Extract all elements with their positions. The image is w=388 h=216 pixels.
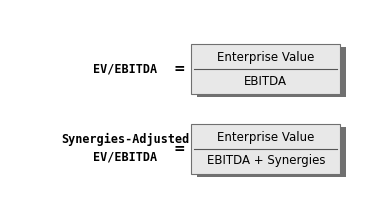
Text: Synergies-Adjusted: Synergies-Adjusted xyxy=(61,132,189,146)
Bar xyxy=(197,127,346,177)
Text: Enterprise Value: Enterprise Value xyxy=(217,51,314,64)
Text: EV/EBITDA: EV/EBITDA xyxy=(93,63,157,76)
Bar xyxy=(191,44,340,94)
Text: =: = xyxy=(173,142,185,156)
Text: EBITDA + Synergies: EBITDA + Synergies xyxy=(206,154,325,167)
Text: EBITDA: EBITDA xyxy=(244,75,287,88)
Text: EV/EBITDA: EV/EBITDA xyxy=(93,151,157,164)
Text: Enterprise Value: Enterprise Value xyxy=(217,130,314,143)
Text: =: = xyxy=(173,62,185,76)
Bar xyxy=(197,47,346,97)
Bar xyxy=(191,124,340,174)
